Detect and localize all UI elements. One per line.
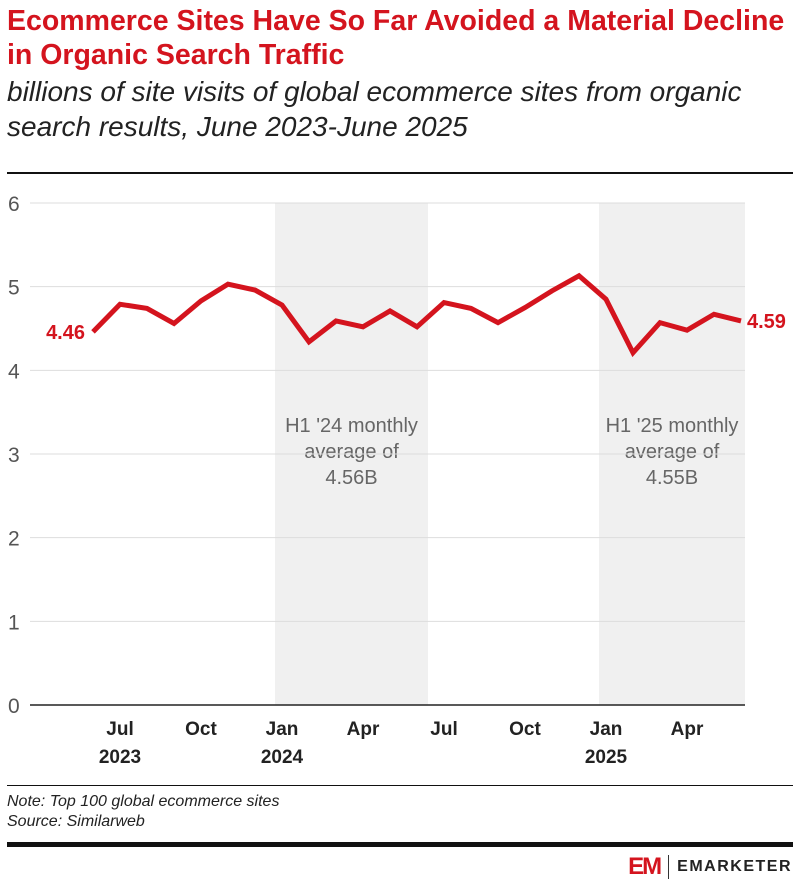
x-tick-label: Oct <box>185 719 217 740</box>
y-tick-label: 0 <box>8 695 20 718</box>
y-tick-label: 6 <box>8 193 20 216</box>
x-tick-label: Jan <box>590 719 623 740</box>
x-tick-year: 2023 <box>99 747 141 768</box>
x-tick-label: Jul <box>430 719 457 740</box>
logo-wordmark: EMARKETER <box>677 858 792 875</box>
bottom-divider <box>7 842 793 847</box>
source-text: Source: Similarweb <box>7 813 145 830</box>
region-annotation: 4.55B <box>646 467 698 489</box>
region-annotation: H1 '25 monthly <box>606 415 739 437</box>
y-tick-label: 3 <box>8 444 20 467</box>
x-tick-label: Jul <box>106 719 133 740</box>
x-tick-label: Oct <box>509 719 541 740</box>
line-chart: H1 '24 monthly average of 4.56B H1 '25 mont… <box>8 193 786 768</box>
x-tick-label: Jan <box>266 719 299 740</box>
region-annotation: average of <box>625 441 720 463</box>
region-annotation: average of <box>304 441 399 463</box>
footer-divider <box>7 785 793 786</box>
x-tick-year: 2024 <box>261 747 304 768</box>
logo-mark: EM <box>628 853 662 880</box>
footnote: Note: Top 100 global ecommerce sites Sou… <box>7 792 279 832</box>
y-tick-label: 2 <box>8 528 20 551</box>
data-label: 4.59 <box>747 311 786 333</box>
region-annotation: H1 '24 monthly <box>285 415 418 437</box>
y-tick-label: 1 <box>8 611 20 634</box>
logo-separator <box>668 855 670 879</box>
x-tick-label: Apr <box>671 719 704 740</box>
chart-title: Ecommerce Sites Have So Far Avoided a Ma… <box>7 5 785 71</box>
y-tick-label: 5 <box>8 277 20 300</box>
chart-subtitle: billions of site visits of global ecomme… <box>7 76 742 142</box>
x-tick-year: 2025 <box>585 747 628 768</box>
note-text: Note: Top 100 global ecommerce sites <box>7 793 280 810</box>
x-tick-label: Apr <box>347 719 380 740</box>
region-annotation: 4.56B <box>325 467 377 489</box>
emarketer-logo: EM EMARKETER <box>628 853 792 881</box>
top-divider <box>7 172 793 174</box>
y-tick-label: 4 <box>8 360 20 383</box>
data-label: 4.46 <box>46 322 85 344</box>
